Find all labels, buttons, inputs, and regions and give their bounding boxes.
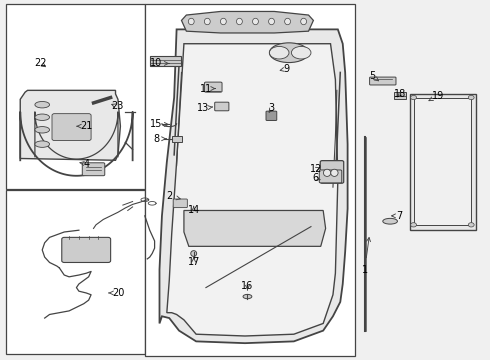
FancyBboxPatch shape [82, 163, 105, 176]
Ellipse shape [35, 102, 49, 108]
FancyBboxPatch shape [410, 94, 476, 230]
Text: 16: 16 [241, 281, 253, 291]
Ellipse shape [323, 169, 331, 176]
Text: 14: 14 [188, 206, 200, 216]
FancyBboxPatch shape [5, 190, 145, 354]
Text: 21: 21 [77, 121, 93, 131]
Ellipse shape [468, 95, 474, 100]
Polygon shape [159, 30, 347, 343]
FancyBboxPatch shape [320, 161, 343, 183]
Ellipse shape [285, 18, 291, 25]
Ellipse shape [204, 18, 210, 25]
Polygon shape [181, 12, 314, 33]
Text: 5: 5 [369, 71, 379, 81]
Text: 23: 23 [111, 102, 123, 112]
Polygon shape [167, 44, 338, 336]
Text: 18: 18 [394, 89, 407, 99]
Text: 1: 1 [362, 238, 370, 275]
Ellipse shape [411, 223, 416, 227]
Ellipse shape [252, 18, 258, 25]
FancyBboxPatch shape [266, 111, 277, 121]
Text: 17: 17 [188, 257, 200, 267]
FancyBboxPatch shape [394, 92, 406, 99]
Text: 13: 13 [197, 103, 213, 113]
FancyBboxPatch shape [215, 102, 229, 111]
Text: 11: 11 [200, 84, 215, 94]
FancyBboxPatch shape [319, 170, 342, 183]
Text: 3: 3 [269, 103, 275, 113]
Ellipse shape [270, 46, 289, 59]
Text: 9: 9 [280, 64, 290, 74]
Text: 8: 8 [153, 134, 166, 144]
Ellipse shape [468, 223, 474, 227]
Ellipse shape [237, 18, 243, 25]
FancyBboxPatch shape [204, 82, 222, 92]
Ellipse shape [331, 169, 338, 176]
Ellipse shape [35, 141, 49, 147]
Text: 10: 10 [150, 58, 169, 68]
Text: 2: 2 [166, 191, 180, 201]
Ellipse shape [243, 294, 252, 299]
Ellipse shape [270, 43, 309, 63]
Ellipse shape [35, 127, 49, 133]
Ellipse shape [383, 219, 397, 224]
Polygon shape [20, 90, 121, 160]
Text: 22: 22 [34, 58, 47, 68]
FancyBboxPatch shape [369, 77, 396, 85]
Ellipse shape [191, 251, 196, 256]
Text: 20: 20 [109, 288, 124, 298]
FancyBboxPatch shape [150, 56, 181, 66]
Text: 6: 6 [313, 173, 320, 183]
Text: 4: 4 [80, 159, 89, 169]
Ellipse shape [188, 18, 194, 25]
FancyBboxPatch shape [172, 136, 182, 141]
FancyBboxPatch shape [173, 199, 187, 208]
FancyBboxPatch shape [5, 4, 145, 189]
Ellipse shape [35, 114, 49, 121]
Polygon shape [184, 211, 326, 246]
FancyBboxPatch shape [145, 4, 355, 356]
Text: 7: 7 [392, 211, 402, 221]
FancyBboxPatch shape [52, 114, 91, 140]
Ellipse shape [269, 18, 274, 25]
Ellipse shape [220, 18, 226, 25]
Text: 19: 19 [429, 91, 444, 101]
Text: 15: 15 [150, 120, 169, 129]
FancyBboxPatch shape [62, 237, 111, 262]
Ellipse shape [292, 46, 311, 59]
Text: 12: 12 [310, 164, 322, 174]
Ellipse shape [301, 18, 307, 25]
FancyBboxPatch shape [414, 98, 471, 225]
Ellipse shape [411, 95, 416, 100]
